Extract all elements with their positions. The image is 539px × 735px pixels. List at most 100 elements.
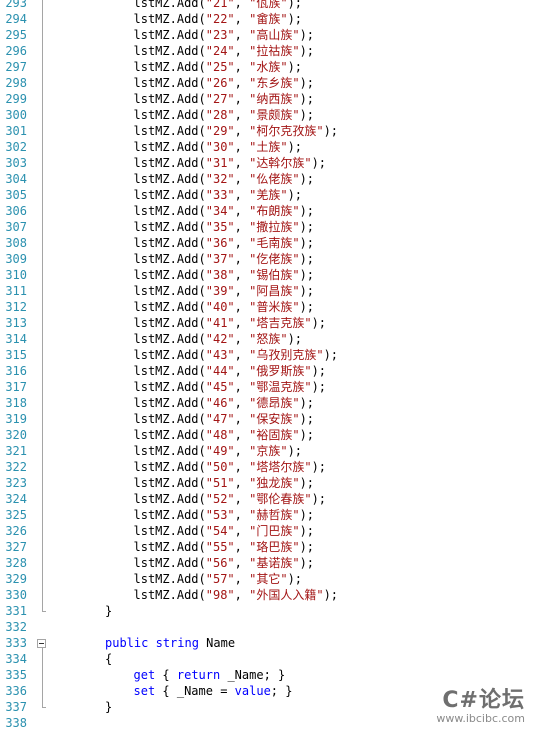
code-line[interactable]: 334 {: [0, 651, 539, 667]
code-line[interactable]: 338: [0, 715, 539, 731]
code-line[interactable]: 310 lstMZ.Add("38", "锡伯族");: [0, 267, 539, 283]
code-line[interactable]: 327 lstMZ.Add("55", "珞巴族");: [0, 539, 539, 555]
code-line[interactable]: 319 lstMZ.Add("47", "保安族");: [0, 411, 539, 427]
line-number: 315: [5, 348, 27, 362]
code-token: ,: [234, 252, 250, 266]
code-token: lstMZ.Add(: [133, 348, 206, 362]
code-line[interactable]: 317 lstMZ.Add("45", "鄂温克族");: [0, 379, 539, 395]
string-literal: "50": [205, 460, 235, 474]
code-line[interactable]: 308 lstMZ.Add("36", "毛南族");: [0, 235, 539, 251]
code-line[interactable]: 321 lstMZ.Add("49", "京族");: [0, 443, 539, 459]
string-literal: "门巴族": [249, 524, 300, 538]
code-line[interactable]: 311 lstMZ.Add("39", "阿昌族");: [0, 283, 539, 299]
code-text: lstMZ.Add("26", "东乡族");: [134, 75, 315, 91]
code-token: lstMZ.Add(: [133, 428, 206, 442]
code-line[interactable]: 306 lstMZ.Add("34", "布朗族");: [0, 203, 539, 219]
code-line[interactable]: 331}: [0, 603, 539, 619]
code-token: );: [311, 492, 327, 506]
code-line[interactable]: 315 lstMZ.Add("43", "乌孜别克族");: [0, 347, 539, 363]
string-literal: "52": [205, 492, 235, 506]
code-line[interactable]: 332: [0, 619, 539, 635]
code-line[interactable]: 303 lstMZ.Add("31", "达斡尔族");: [0, 155, 539, 171]
code-line[interactable]: 297 lstMZ.Add("25", "水族");: [0, 59, 539, 75]
code-token: ,: [234, 460, 250, 474]
code-line[interactable]: 313 lstMZ.Add("41", "塔吉克族");: [0, 315, 539, 331]
code-line[interactable]: 304 lstMZ.Add("32", "仫佬族");: [0, 171, 539, 187]
code-token: Name: [198, 636, 236, 650]
code-line[interactable]: 299 lstMZ.Add("27", "纳西族");: [0, 91, 539, 107]
string-literal: "鄂温克族": [249, 380, 312, 394]
code-token: }: [105, 604, 113, 618]
code-line[interactable]: 298 lstMZ.Add("26", "东乡族");: [0, 75, 539, 91]
code-line[interactable]: 335 get { return _Name; }: [0, 667, 539, 683]
code-line[interactable]: 325 lstMZ.Add("53", "赫哲族");: [0, 507, 539, 523]
string-literal: "纳西族": [249, 92, 300, 106]
string-literal: "43": [205, 348, 235, 362]
code-text: lstMZ.Add("56", "基诺族");: [134, 555, 315, 571]
code-line[interactable]: 324 lstMZ.Add("52", "鄂伦春族");: [0, 491, 539, 507]
code-token: );: [299, 428, 315, 442]
code-text: lstMZ.Add("21", "佤族");: [134, 0, 303, 11]
code-line[interactable]: 312 lstMZ.Add("40", "普米族");: [0, 299, 539, 315]
string-literal: "景颇族": [249, 108, 300, 122]
line-number: 299: [5, 92, 27, 106]
code-token: lstMZ.Add(: [133, 92, 206, 106]
code-line[interactable]: 305 lstMZ.Add("33", "羌族");: [0, 187, 539, 203]
code-text: lstMZ.Add("34", "布朗族");: [134, 203, 315, 219]
code-text: lstMZ.Add("47", "保安族");: [134, 411, 315, 427]
string-literal: "44": [205, 364, 235, 378]
code-line[interactable]: 318 lstMZ.Add("46", "德昂族");: [0, 395, 539, 411]
line-number: 338: [5, 716, 27, 730]
code-line[interactable]: 309 lstMZ.Add("37", "仡佬族");: [0, 251, 539, 267]
code-line[interactable]: 293 lstMZ.Add("21", "佤族");: [0, 0, 539, 11]
code-text: lstMZ.Add("32", "仫佬族");: [134, 171, 315, 187]
code-text: lstMZ.Add("37", "仡佬族");: [134, 251, 315, 267]
string-literal: "独龙族": [249, 476, 300, 490]
code-line[interactable]: 316 lstMZ.Add("44", "俄罗斯族");: [0, 363, 539, 379]
code-text: public string Name: [105, 635, 235, 651]
code-line[interactable]: 302 lstMZ.Add("30", "土族");: [0, 139, 539, 155]
code-line[interactable]: 329 lstMZ.Add("57", "其它");: [0, 571, 539, 587]
code-line[interactable]: 337}: [0, 699, 539, 715]
line-number: 318: [5, 396, 27, 410]
string-literal: "布朗族": [249, 204, 300, 218]
line-number: 309: [5, 252, 27, 266]
code-line[interactable]: 330 lstMZ.Add("98", "外国人入籍");: [0, 587, 539, 603]
code-token: );: [299, 76, 315, 90]
code-line[interactable]: 322 lstMZ.Add("50", "塔塔尔族");: [0, 459, 539, 475]
collapse-toggle-icon[interactable]: [37, 639, 46, 648]
code-line[interactable]: 295 lstMZ.Add("23", "高山族");: [0, 27, 539, 43]
string-literal: "31": [205, 156, 235, 170]
code-line[interactable]: 301 lstMZ.Add("29", "柯尔克孜族");: [0, 123, 539, 139]
code-token: );: [299, 252, 315, 266]
code-line[interactable]: 326 lstMZ.Add("54", "门巴族");: [0, 523, 539, 539]
line-number: 295: [5, 28, 27, 42]
line-number: 303: [5, 156, 27, 170]
string-literal: "水族": [249, 60, 288, 74]
line-number: 314: [5, 332, 27, 346]
code-token: );: [287, 444, 303, 458]
code-token: ,: [234, 92, 250, 106]
string-literal: "仡佬族": [249, 252, 300, 266]
code-line[interactable]: 314 lstMZ.Add("42", "怒族");: [0, 331, 539, 347]
code-line[interactable]: 294 lstMZ.Add("22", "畲族");: [0, 11, 539, 27]
string-literal: "撒拉族": [249, 220, 300, 234]
code-line[interactable]: 307 lstMZ.Add("35", "撒拉族");: [0, 219, 539, 235]
code-line[interactable]: 333 public string Name: [0, 635, 539, 651]
code-line[interactable]: 300 lstMZ.Add("28", "景颇族");: [0, 107, 539, 123]
string-literal: "保安族": [249, 412, 300, 426]
code-text: lstMZ.Add("57", "其它");: [134, 571, 303, 587]
code-line[interactable]: 336 set { _Name = value; }: [0, 683, 539, 699]
code-line[interactable]: 320 lstMZ.Add("48", "裕固族");: [0, 427, 539, 443]
string-literal: "32": [205, 172, 235, 186]
code-line[interactable]: 323 lstMZ.Add("51", "独龙族");: [0, 475, 539, 491]
code-text: lstMZ.Add("53", "赫哲族");: [134, 507, 315, 523]
code-token: ,: [234, 236, 250, 250]
code-line[interactable]: 328 lstMZ.Add("56", "基诺族");: [0, 555, 539, 571]
string-literal: "塔吉克族": [249, 316, 312, 330]
line-number: 323: [5, 476, 27, 490]
code-line[interactable]: 296 lstMZ.Add("24", "拉祜族");: [0, 43, 539, 59]
code-text: lstMZ.Add("24", "拉祜族");: [134, 43, 315, 59]
code-token: ,: [234, 508, 250, 522]
